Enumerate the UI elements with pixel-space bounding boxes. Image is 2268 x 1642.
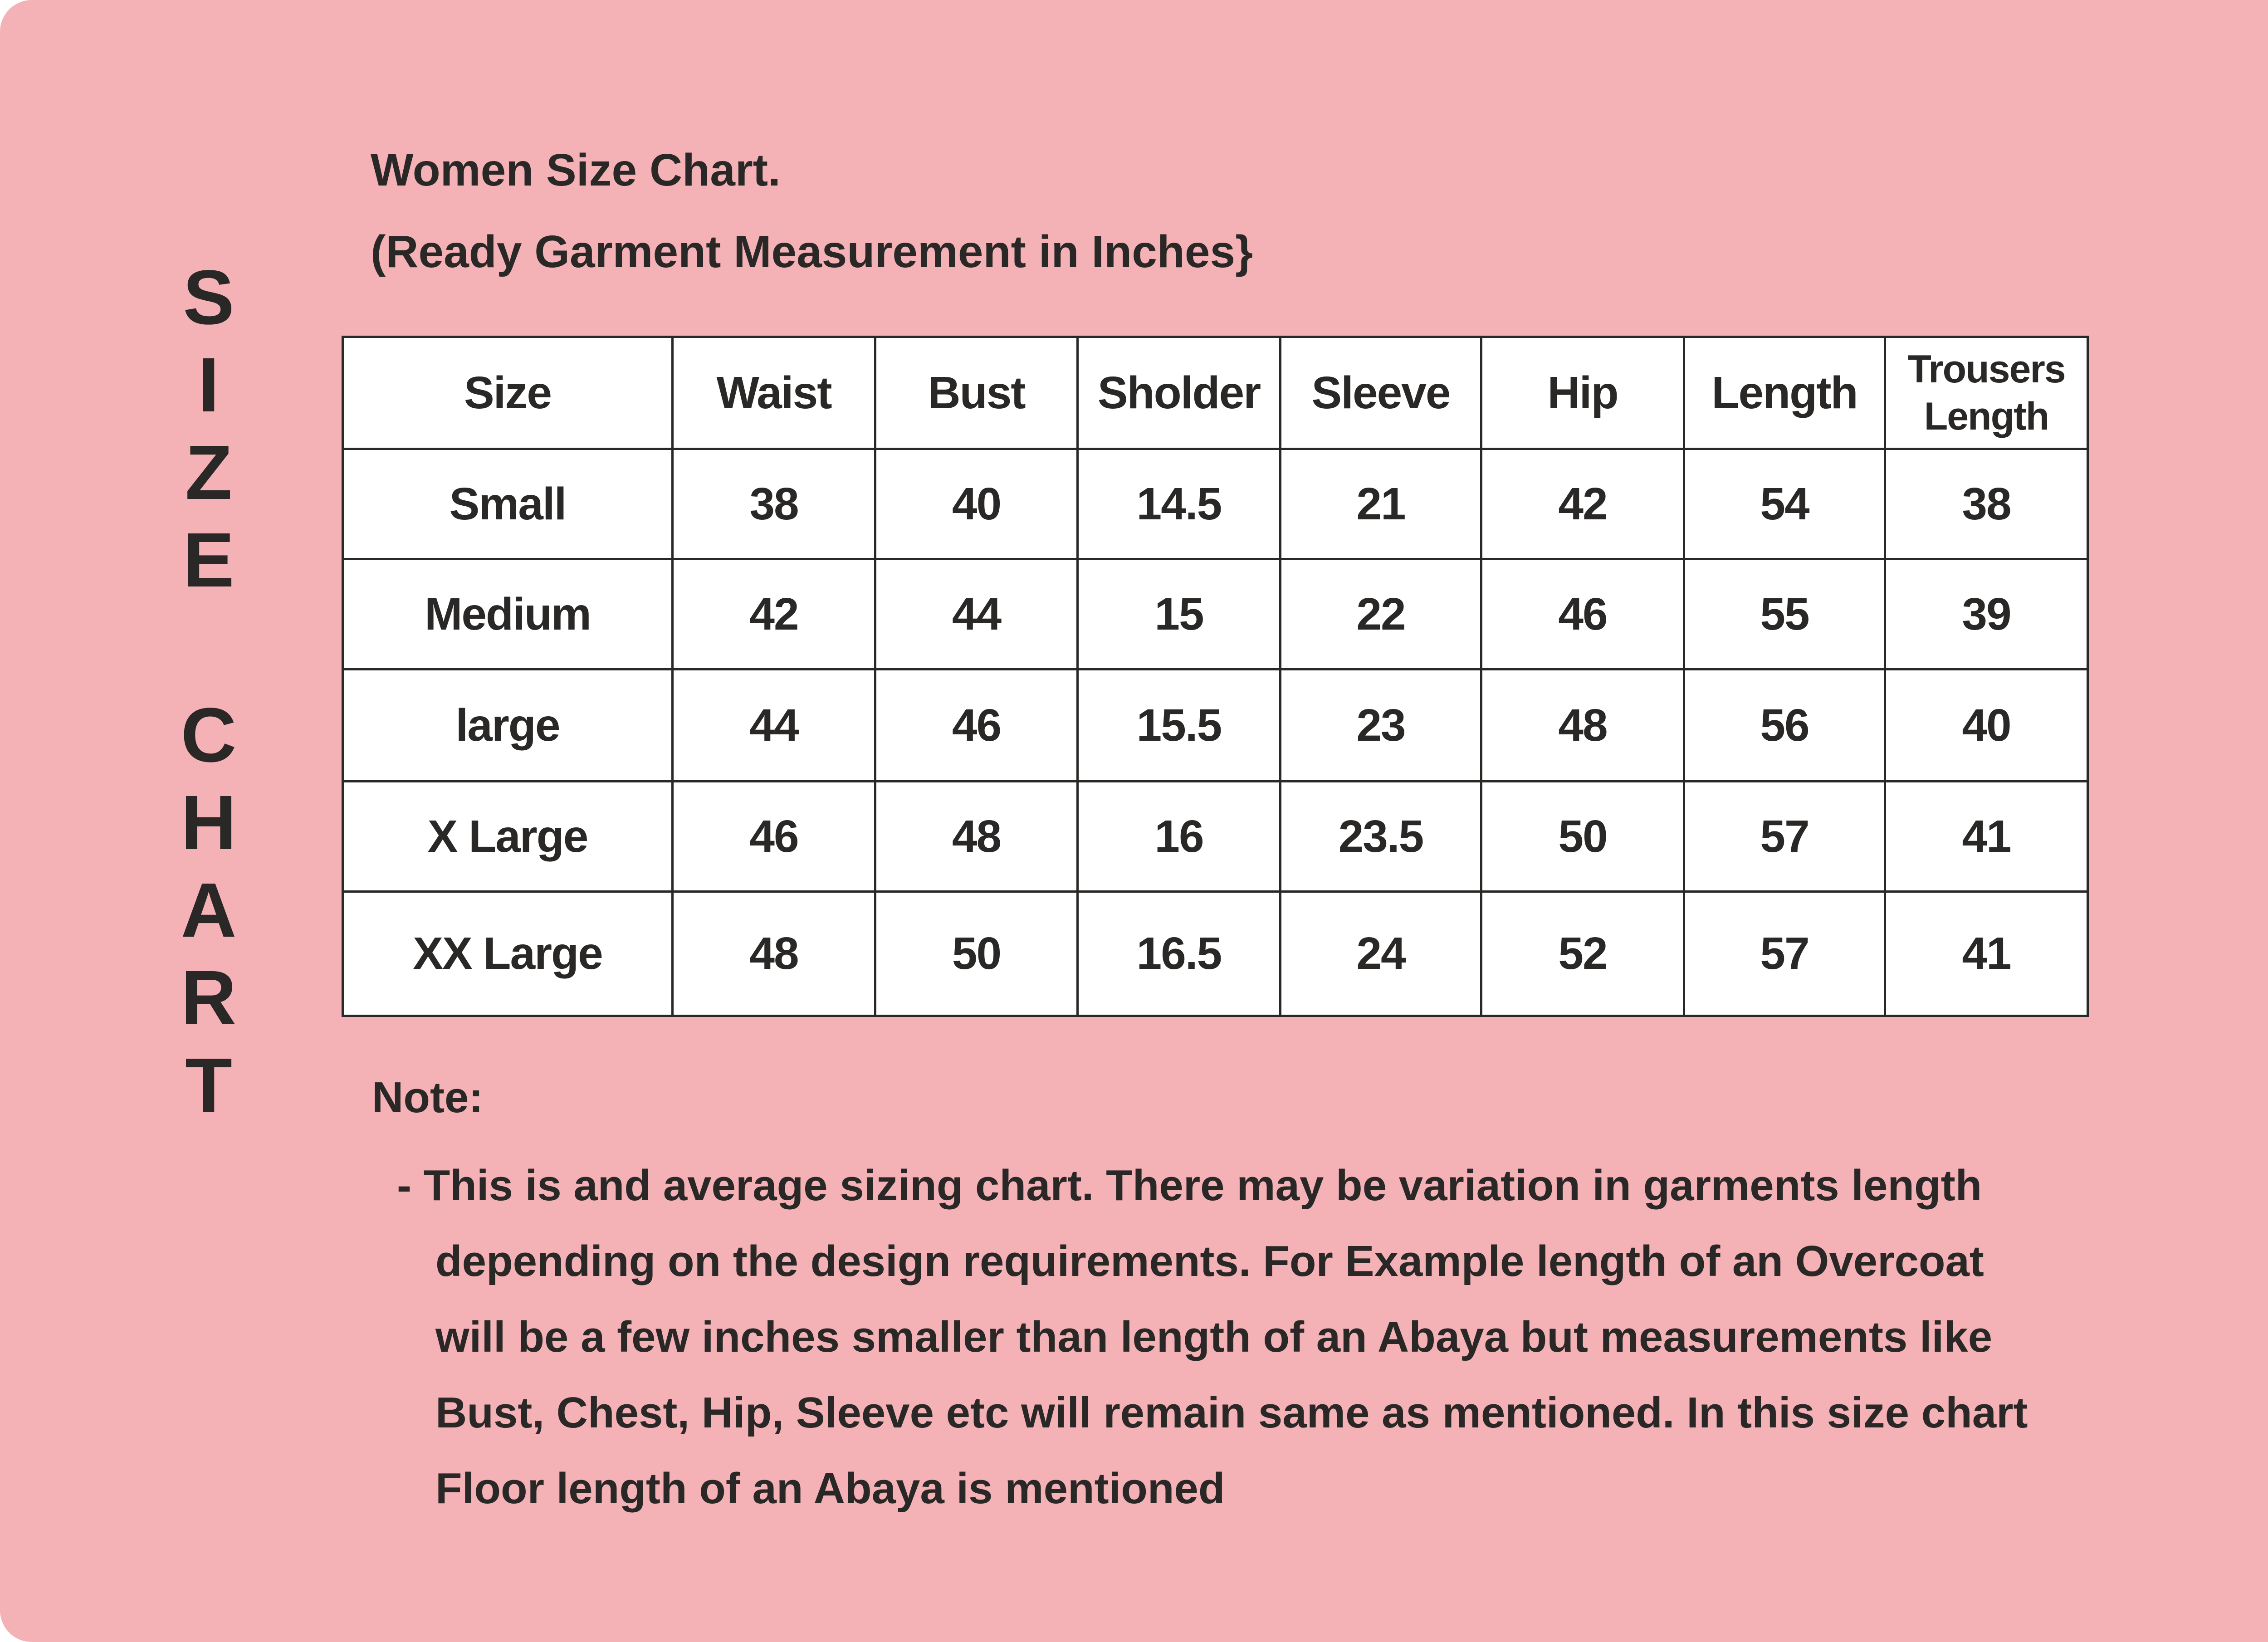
side-letter: R — [181, 955, 237, 1041]
note-line: - This is and average sizing chart. Ther… — [397, 1161, 1982, 1210]
measurement-cell: 15 — [1076, 558, 1281, 670]
measurement-cell: 38 — [1884, 448, 2089, 560]
measurement-cell: 56 — [1683, 668, 1886, 782]
measurement-cell: 22 — [1279, 558, 1482, 670]
size-name-cell: large — [342, 668, 674, 782]
measurement-cell: 38 — [671, 448, 876, 560]
measurement-cell: 46 — [671, 780, 876, 893]
measurement-cell: 54 — [1683, 448, 1886, 560]
table-row: Small 38 40 14.5 21 42 54 38 — [342, 448, 2089, 560]
note-body: - This is and average sizing chart. Ther… — [397, 1148, 2257, 1526]
side-letter: Z — [185, 430, 232, 516]
measurement-cell: 48 — [1480, 668, 1685, 782]
measurement-cell: 24 — [1279, 890, 1482, 1017]
measurement-cell: 41 — [1884, 780, 2089, 893]
measurement-cell: 44 — [671, 668, 876, 782]
size-name-cell: X Large — [342, 780, 674, 893]
side-letter: C — [181, 692, 237, 778]
size-table: Size Waist Bust Sholder Sleeve Hip Lengt… — [342, 336, 2089, 1017]
measurement-cell: 48 — [671, 890, 876, 1017]
measurement-cell: 50 — [1480, 780, 1685, 893]
measurement-cell: 55 — [1683, 558, 1886, 670]
side-letter: T — [185, 1042, 232, 1129]
measurement-cell: 16 — [1076, 780, 1281, 893]
header-hip: Hip — [1480, 336, 1685, 450]
measurement-cell: 50 — [874, 890, 1079, 1017]
note-line: Floor length of an Abaya is mentioned — [435, 1464, 1225, 1513]
measurement-cell: 39 — [1884, 558, 2089, 670]
table-header-row: Size Waist Bust Sholder Sleeve Hip Lengt… — [342, 336, 2089, 450]
measurement-cell: 46 — [1480, 558, 1685, 670]
note-line: depending on the design requirements. Fo… — [435, 1237, 1984, 1285]
measurement-cell: 16.5 — [1076, 890, 1281, 1017]
header-sleeve: Sleeve — [1279, 336, 1482, 450]
measurement-cell: 52 — [1480, 890, 1685, 1017]
measurement-cell: 23.5 — [1279, 780, 1482, 893]
measurement-cell: 21 — [1279, 448, 1482, 560]
table-row: large 44 46 15.5 23 48 56 40 — [342, 668, 2089, 782]
page-title: Women Size Chart. — [371, 145, 781, 195]
measurement-cell: 42 — [671, 558, 876, 670]
measurement-cell: 40 — [1884, 668, 2089, 782]
measurement-cell: 41 — [1884, 890, 2089, 1017]
page-subtitle: (Ready Garment Measurement in Inches} — [371, 226, 1253, 277]
measurement-cell: 57 — [1683, 780, 1886, 893]
vertical-size-chart-title: S I Z E C H A R T — [172, 254, 245, 1129]
measurement-cell: 14.5 — [1076, 448, 1281, 560]
size-name-cell: Medium — [342, 558, 674, 670]
side-letter: I — [198, 342, 220, 428]
side-letter: A — [181, 867, 237, 953]
side-letter-gap — [172, 604, 245, 692]
measurement-cell: 44 — [874, 558, 1079, 670]
measurement-cell: 23 — [1279, 668, 1482, 782]
header-bust: Bust — [874, 336, 1079, 450]
side-letter: H — [181, 780, 237, 866]
table-row: X Large 46 48 16 23.5 50 57 41 — [342, 780, 2089, 893]
note-label: Note: — [372, 1073, 484, 1122]
table-row: Medium 42 44 15 22 46 55 39 — [342, 558, 2089, 670]
measurement-cell: 42 — [1480, 448, 1685, 560]
measurement-cell: 15.5 — [1076, 668, 1281, 782]
note-line: Bust, Chest, Hip, Sleeve etc will remain… — [435, 1388, 2028, 1437]
size-name-cell: XX Large — [342, 890, 674, 1017]
header-trousers-length: Trousers Length — [1884, 336, 2089, 450]
header-length: Length — [1683, 336, 1886, 450]
measurement-cell: 46 — [874, 668, 1079, 782]
table-row: XX Large 48 50 16.5 24 52 57 41 — [342, 890, 2089, 1017]
measurement-cell: 57 — [1683, 890, 1886, 1017]
header-waist: Waist — [671, 336, 876, 450]
measurement-cell: 40 — [874, 448, 1079, 560]
measurement-cell: 48 — [874, 780, 1079, 893]
size-name-cell: Small — [342, 448, 674, 560]
note-line: will be a few inches smaller than length… — [435, 1313, 1993, 1361]
header-size: Size — [342, 336, 674, 450]
header-sholder: Sholder — [1076, 336, 1281, 450]
side-letter: E — [183, 517, 235, 603]
side-letter: S — [183, 254, 235, 341]
